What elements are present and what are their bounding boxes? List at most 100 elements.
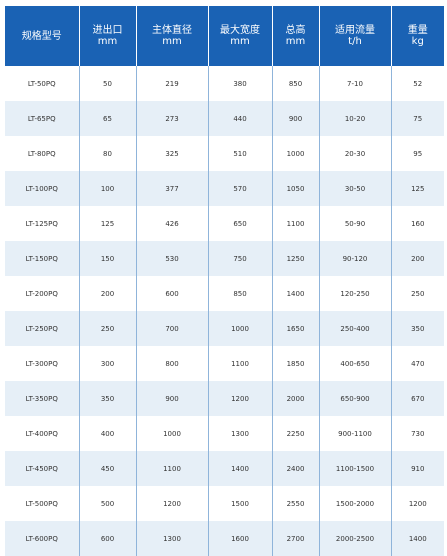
- cell-weight: 95: [390, 136, 444, 171]
- cell-total-height: 1650: [271, 311, 319, 346]
- cell-weight: 1400: [390, 521, 444, 556]
- cell-total-height: 2000: [271, 381, 319, 416]
- cell-model: LT-200PQ: [5, 276, 79, 311]
- cell-weight: 470: [390, 346, 444, 381]
- cell-total-height: 1100: [271, 206, 319, 241]
- table-row: LT-150PQ 150 530 750 1250 90-120 200: [5, 241, 444, 276]
- cell-flow-rate: 900-1100: [318, 416, 391, 451]
- cell-body-diameter: 1100: [135, 451, 208, 486]
- cell-total-height: 900: [271, 101, 319, 136]
- cell-max-width: 440: [207, 101, 272, 136]
- cell-model: LT-100PQ: [5, 171, 79, 206]
- cell-weight: 200: [390, 241, 444, 276]
- cell-total-height: 1000: [271, 136, 319, 171]
- cell-model: LT-600PQ: [5, 521, 79, 556]
- cell-total-height: 2550: [271, 486, 319, 521]
- cell-total-height: 1850: [271, 346, 319, 381]
- cell-model: LT-450PQ: [5, 451, 79, 486]
- cell-inlet-outlet: 400: [78, 416, 136, 451]
- cell-model: LT-150PQ: [5, 241, 79, 276]
- header-body-diameter-unit: mm: [162, 36, 182, 47]
- cell-body-diameter: 1300: [135, 521, 208, 556]
- cell-body-diameter: 377: [135, 171, 208, 206]
- table-row: LT-50PQ 50 219 380 850 7-10 52: [5, 66, 444, 101]
- header-body-diameter-label: 主体直径: [152, 25, 192, 36]
- cell-max-width: 850: [207, 276, 272, 311]
- header-max-width-label: 最大宽度: [220, 25, 260, 36]
- cell-flow-rate: 250-400: [318, 311, 391, 346]
- cell-body-diameter: 273: [135, 101, 208, 136]
- cell-model: LT-350PQ: [5, 381, 79, 416]
- cell-body-diameter: 800: [135, 346, 208, 381]
- cell-flow-rate: 20-30: [318, 136, 391, 171]
- cell-flow-rate: 2000-2500: [318, 521, 391, 556]
- header-total-height: 总高 mm: [271, 6, 319, 66]
- cell-total-height: 2400: [271, 451, 319, 486]
- table-row: LT-500PQ 500 1200 1500 2550 1500-2000 1200: [5, 486, 444, 521]
- cell-max-width: 380: [207, 66, 272, 101]
- cell-body-diameter: 530: [135, 241, 208, 276]
- cell-weight: 670: [390, 381, 444, 416]
- table-row: LT-450PQ 450 1100 1400 2400 1100-1500 910: [5, 451, 444, 486]
- cell-model: LT-50PQ: [5, 66, 79, 101]
- cell-inlet-outlet: 80: [78, 136, 136, 171]
- cell-body-diameter: 600: [135, 276, 208, 311]
- cell-weight: 125: [390, 171, 444, 206]
- cell-model: LT-125PQ: [5, 206, 79, 241]
- table-row: LT-65PQ 65 273 440 900 10-20 75: [5, 101, 444, 136]
- header-flow-rate-label: 适用流量: [335, 25, 375, 36]
- header-row: 规格型号 进出口 mm 主体直径 mm 最大宽度 mm 总高 mm 适用流量 t/h 重量…: [5, 6, 444, 66]
- cell-flow-rate: 7-10: [318, 66, 391, 101]
- header-inlet-outlet-unit: mm: [97, 36, 118, 47]
- cell-total-height: 1250: [271, 241, 319, 276]
- cell-body-diameter: 426: [135, 206, 208, 241]
- header-total-height-label: 总高: [285, 25, 306, 36]
- table-body: LT-50PQ 50 219 380 850 7-10 52 LT-65PQ 65 273 440 9…: [5, 66, 444, 556]
- cell-inlet-outlet: 250: [78, 311, 136, 346]
- cell-body-diameter: 219: [135, 66, 208, 101]
- cell-max-width: 570: [207, 171, 272, 206]
- cell-inlet-outlet: 300: [78, 346, 136, 381]
- header-body-diameter: 主体直径 mm: [135, 6, 208, 66]
- cell-total-height: 2700: [271, 521, 319, 556]
- cell-flow-rate: 1100-1500: [318, 451, 391, 486]
- cell-model: LT-300PQ: [5, 346, 79, 381]
- cell-max-width: 1100: [207, 346, 272, 381]
- cell-inlet-outlet: 150: [78, 241, 136, 276]
- cell-inlet-outlet: 200: [78, 276, 136, 311]
- cell-weight: 910: [390, 451, 444, 486]
- header-max-width-unit: mm: [230, 36, 250, 47]
- cell-flow-rate: 10-20: [318, 101, 391, 136]
- table-row: LT-600PQ 600 1300 1600 2700 2000-2500 1400: [5, 521, 444, 556]
- cell-weight: 250: [390, 276, 444, 311]
- header-weight-unit: kg: [411, 36, 424, 47]
- table-row: LT-400PQ 400 1000 1300 2250 900-1100 730: [5, 416, 444, 451]
- cell-flow-rate: 400-650: [318, 346, 391, 381]
- cell-max-width: 1200: [207, 381, 272, 416]
- table-row: LT-300PQ 300 800 1100 1850 400-650 470: [5, 346, 444, 381]
- cell-weight: 52: [390, 66, 444, 101]
- cell-max-width: 1500: [207, 486, 272, 521]
- cell-max-width: 510: [207, 136, 272, 171]
- cell-flow-rate: 90-120: [318, 241, 391, 276]
- cell-inlet-outlet: 50: [78, 66, 136, 101]
- cell-weight: 75: [390, 101, 444, 136]
- cell-inlet-outlet: 600: [78, 521, 136, 556]
- spec-table: 规格型号 进出口 mm 主体直径 mm 最大宽度 mm 总高 mm 适用流量 t/h 重量…: [5, 6, 444, 556]
- cell-max-width: 1600: [207, 521, 272, 556]
- table-row: LT-350PQ 350 900 1200 2000 650-900 670: [5, 381, 444, 416]
- cell-max-width: 750: [207, 241, 272, 276]
- cell-body-diameter: 700: [135, 311, 208, 346]
- cell-weight: 160: [390, 206, 444, 241]
- cell-inlet-outlet: 450: [78, 451, 136, 486]
- cell-body-diameter: 900: [135, 381, 208, 416]
- cell-body-diameter: 325: [135, 136, 208, 171]
- cell-inlet-outlet: 100: [78, 171, 136, 206]
- cell-model: LT-65PQ: [5, 101, 79, 136]
- cell-model: LT-80PQ: [5, 136, 79, 171]
- cell-flow-rate: 120-250: [318, 276, 391, 311]
- cell-flow-rate: 50-90: [318, 206, 391, 241]
- header-weight-label: 重量: [407, 25, 428, 36]
- cell-body-diameter: 1000: [135, 416, 208, 451]
- header-inlet-outlet-label: 进出口: [92, 25, 123, 36]
